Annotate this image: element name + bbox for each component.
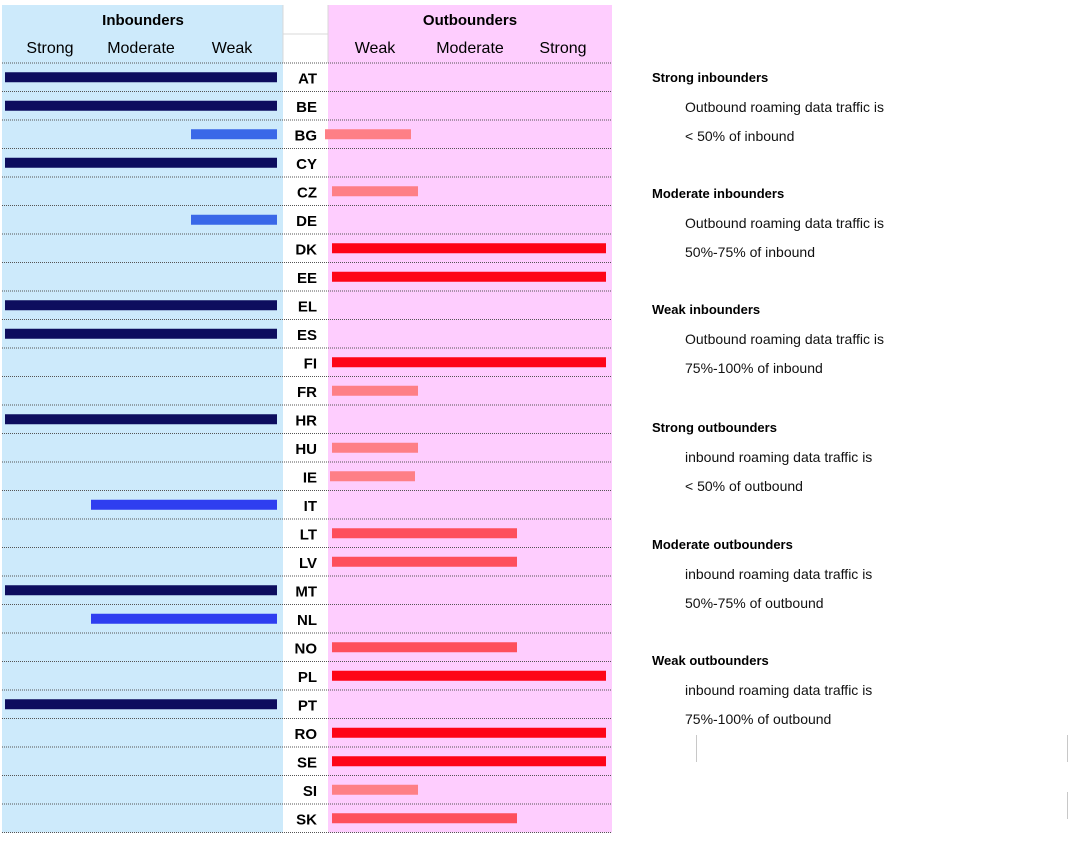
country-label: IT	[304, 498, 317, 515]
country-label: PL	[298, 669, 317, 686]
inbound-bar-it	[91, 499, 277, 510]
outbound-bar-ro	[332, 727, 606, 738]
outbound-bar-fi	[332, 357, 606, 368]
country-label: IE	[303, 469, 317, 486]
outbound-bar-se	[332, 756, 606, 767]
outbound-level-label: Weak	[355, 40, 397, 57]
inbound-bar-cy	[5, 157, 277, 168]
country-label: CZ	[297, 184, 317, 201]
divider-line	[1067, 792, 1068, 819]
outbounders-panel	[328, 5, 612, 833]
outbound-bar-cz	[332, 186, 418, 197]
country-label: EE	[297, 270, 317, 287]
country-label: SI	[303, 783, 317, 800]
outbound-bar-hu	[332, 442, 418, 453]
legend-heading: Strong outbounders	[652, 420, 777, 435]
outbound-bar-no	[332, 642, 517, 653]
inbound-bar-at	[5, 72, 277, 83]
legend-description: 75%-100% of outbound	[685, 711, 832, 727]
legend-description: inbound roaming data traffic is	[685, 449, 873, 465]
inbound-bar-hr	[5, 414, 277, 425]
roaming-chart: Inbounders Outbounders Strong Moderate Weak W…	[2, 5, 612, 833]
country-label: FR	[297, 384, 317, 401]
legend-heading: Strong inbounders	[652, 70, 769, 85]
legend-description: < 50% of inbound	[685, 128, 795, 144]
country-label: LT	[300, 526, 317, 543]
inbound-bar-bg	[191, 129, 277, 140]
legend-description: 50%-75% of inbound	[685, 244, 815, 260]
outbound-bar-bg	[325, 129, 411, 140]
outbound-bar-lt	[332, 528, 517, 539]
divider-line	[1067, 735, 1068, 762]
country-label: EL	[298, 298, 317, 315]
legend-description: 50%-75% of outbound	[685, 595, 824, 611]
country-label: PT	[298, 697, 317, 714]
inbound-bar-be	[5, 100, 277, 111]
legend-description: Outbound roaming data traffic is	[685, 331, 884, 347]
outbound-bar-ee	[332, 271, 606, 282]
inbound-level-label: Strong	[26, 40, 73, 57]
inbound-bar-nl	[91, 613, 277, 624]
inbound-bar-es	[5, 328, 277, 339]
country-label: MT	[295, 583, 317, 600]
country-label: SK	[296, 811, 317, 828]
country-label: NO	[295, 640, 318, 657]
country-label: DE	[296, 213, 317, 230]
country-label-panel	[283, 5, 328, 833]
inbound-bar-de	[191, 214, 277, 225]
country-label: HU	[295, 441, 317, 458]
outbound-bar-sk	[332, 813, 517, 824]
outbounders-header: Outbounders	[423, 12, 517, 29]
legend-description: inbound roaming data traffic is	[685, 682, 873, 698]
outbound-level-label: Moderate	[436, 40, 504, 57]
outbound-bar-si	[332, 784, 418, 795]
inbound-bar-el	[5, 300, 277, 311]
country-label: HR	[295, 412, 317, 429]
legend-description: < 50% of outbound	[685, 478, 803, 494]
legend-description: Outbound roaming data traffic is	[685, 99, 884, 115]
outbound-level-label: Strong	[539, 40, 586, 57]
outbound-bar-dk	[332, 243, 606, 254]
legend-heading: Moderate inbounders	[652, 186, 785, 201]
outbound-bar-pl	[332, 670, 606, 681]
outbound-bar-ie	[330, 471, 415, 482]
country-label: BG	[295, 127, 318, 144]
country-label: RO	[295, 726, 318, 743]
country-label: ES	[297, 327, 317, 344]
legend-description: Outbound roaming data traffic is	[685, 215, 884, 231]
country-label: SE	[297, 754, 317, 771]
inbounders-header: Inbounders	[102, 12, 184, 29]
outbound-bar-fr	[332, 385, 418, 396]
inbound-bar-pt	[5, 699, 277, 710]
country-label: DK	[295, 241, 317, 258]
country-label: CY	[296, 156, 317, 173]
inbound-bar-mt	[5, 585, 277, 596]
country-label: FI	[304, 355, 317, 372]
inbound-level-label: Moderate	[107, 40, 175, 57]
country-label: BE	[296, 99, 317, 116]
country-label: NL	[297, 612, 317, 629]
legend-heading: Moderate outbounders	[652, 537, 793, 552]
country-label: AT	[298, 70, 317, 87]
legend-description: 75%-100% of inbound	[685, 360, 823, 376]
divider-line	[696, 735, 697, 762]
legend-description: inbound roaming data traffic is	[685, 566, 873, 582]
legend-heading: Weak inbounders	[652, 302, 761, 317]
legend-heading: Weak outbounders	[652, 653, 769, 668]
outbound-bar-lv	[332, 556, 517, 567]
country-label: LV	[299, 555, 317, 572]
inbound-level-label: Weak	[212, 40, 254, 57]
